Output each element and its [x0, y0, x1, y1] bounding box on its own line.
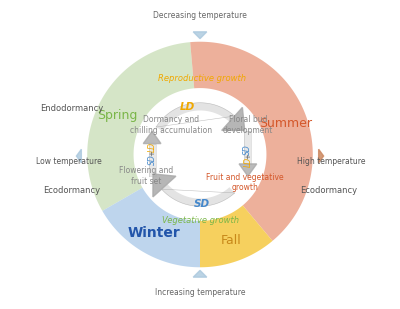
Text: SD: SD — [194, 199, 210, 209]
Polygon shape — [222, 108, 245, 130]
Polygon shape — [153, 174, 176, 197]
Polygon shape — [162, 184, 235, 206]
Text: +: + — [245, 153, 251, 159]
Polygon shape — [149, 144, 156, 176]
Text: LD: LD — [148, 142, 157, 152]
Text: High temperature: High temperature — [297, 157, 366, 166]
Text: Fruit and vegetative
growth: Fruit and vegetative growth — [206, 173, 284, 192]
Text: SD: SD — [148, 154, 157, 164]
Text: Floral bud
development: Floral bud development — [223, 116, 273, 135]
Text: +: + — [149, 150, 155, 156]
Polygon shape — [239, 164, 257, 176]
Text: Ecodormancy: Ecodormancy — [300, 185, 357, 195]
Text: Flowering and
fruit set: Flowering and fruit set — [119, 167, 173, 186]
Polygon shape — [190, 42, 313, 241]
Polygon shape — [76, 149, 81, 163]
Polygon shape — [156, 103, 235, 131]
Text: Reproductive growth: Reproductive growth — [158, 74, 246, 83]
Text: Low temperature: Low temperature — [36, 157, 102, 166]
Polygon shape — [244, 131, 251, 164]
Text: Dormancy and
chilling accumulation: Dormancy and chilling accumulation — [130, 116, 212, 135]
Text: Winter: Winter — [128, 226, 181, 240]
Polygon shape — [193, 32, 207, 39]
Polygon shape — [319, 149, 324, 163]
Text: Fall: Fall — [221, 234, 242, 247]
Text: LD: LD — [243, 157, 252, 167]
Text: LD: LD — [180, 102, 195, 112]
Polygon shape — [87, 42, 194, 211]
Text: Summer: Summer — [259, 117, 312, 130]
Polygon shape — [200, 205, 272, 267]
Text: Decreasing temperature: Decreasing temperature — [153, 11, 247, 20]
Polygon shape — [102, 188, 200, 267]
Text: Ecodormancy: Ecodormancy — [43, 185, 100, 195]
Text: Endodormancy: Endodormancy — [40, 104, 103, 113]
Polygon shape — [193, 270, 207, 277]
Polygon shape — [143, 131, 161, 144]
Text: Vegetative growth: Vegetative growth — [162, 216, 238, 226]
Text: Spring: Spring — [97, 109, 138, 122]
Text: SD: SD — [243, 145, 252, 155]
Text: Increasing temperature: Increasing temperature — [155, 288, 245, 298]
